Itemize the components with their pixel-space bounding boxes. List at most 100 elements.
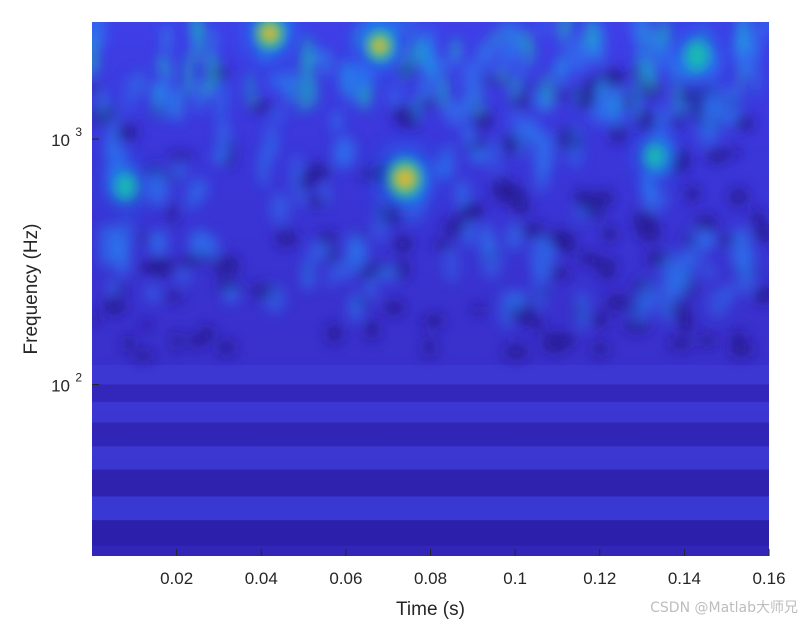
texture-hf-streak (463, 91, 474, 117)
texture-dark-spot (602, 225, 618, 244)
texture-dark-spot (753, 289, 769, 304)
texture-dark-spot (432, 239, 452, 251)
x-tick-label: 0.1 (503, 569, 527, 588)
hotspot-peak (393, 166, 418, 191)
texture-dark-spot (102, 296, 127, 316)
frequency-band (92, 469, 769, 497)
texture-light-wisp (269, 191, 291, 225)
texture-dark-spot (605, 293, 631, 312)
x-axis-ticks: 0.02 0.04 0.06 0.08 0.1 0.12 0.14 0.16 (160, 549, 786, 588)
texture-dark-spot (187, 334, 207, 348)
texture-dark-spot (731, 331, 745, 340)
texture-hf-streak (554, 55, 567, 86)
texture-hf-streak (754, 22, 761, 61)
texture-dark-spot (592, 310, 609, 329)
texture-hf-streak (151, 78, 164, 105)
texture-dark-spot (429, 312, 444, 330)
texture-light-wisp (522, 118, 541, 144)
texture-dark-spot (326, 323, 343, 344)
texture-light-wisp (570, 34, 589, 73)
texture-dark-spot (632, 210, 657, 231)
texture-dark-spot (471, 304, 486, 315)
hotspot (677, 32, 717, 78)
texture-dark-spot (132, 350, 155, 362)
texture-dark-spot (728, 187, 749, 207)
texture-hf-streak (477, 42, 488, 64)
texture-light-wisp (348, 292, 363, 322)
heatmap (92, 22, 769, 556)
texture-dark-spot (140, 320, 153, 330)
texture-dark-spot (248, 100, 273, 113)
texture-hf-streak (563, 28, 568, 67)
texture-light-wisp (106, 126, 118, 151)
texture-dark-spot (548, 267, 572, 280)
texture-light-wisp (372, 203, 388, 243)
frequency-band (92, 496, 769, 521)
hotspot-core (115, 173, 137, 201)
texture-hf-streak (168, 65, 173, 82)
texture-light-wisp (462, 219, 476, 248)
texture-light-wisp (641, 168, 655, 210)
texture-light-wisp (325, 265, 337, 290)
texture-hf-streak (662, 22, 668, 45)
texture-light-wisp (122, 73, 137, 113)
texture-light-wisp (149, 230, 168, 256)
texture-hf-streak (649, 59, 656, 95)
texture-light-wisp (696, 110, 716, 148)
texture-light-wisp (258, 147, 270, 188)
texture-dark-spot (391, 105, 419, 123)
x-tick-label: 0.08 (414, 569, 447, 588)
texture-light-wisp (652, 105, 671, 133)
texture-light-wisp (184, 186, 200, 212)
texture-light-wisp (533, 165, 550, 193)
texture-dark-spot (684, 185, 701, 203)
texture-hf-streak (738, 63, 744, 94)
texture-hf-streak (443, 56, 450, 74)
texture-hf-streak (401, 42, 408, 83)
texture-light-wisp (335, 136, 356, 168)
texture-hf-streak (408, 22, 415, 41)
texture-dark-spot (138, 233, 152, 243)
texture-hf-streak (510, 76, 517, 100)
texture-light-wisp (295, 189, 307, 207)
texture-dark-spot (678, 312, 694, 334)
texture-hf-streak (246, 71, 255, 107)
texture-hf-streak (411, 39, 423, 66)
hotspot (108, 166, 144, 207)
texture-hf-streak (597, 75, 609, 100)
texture-dark-spot (393, 234, 414, 254)
texture-light-wisp (438, 143, 457, 181)
texture-light-wisp (509, 98, 518, 145)
texture-light-wisp (511, 289, 526, 312)
texture-dark-spot (509, 187, 528, 196)
texture-dark-spot (114, 284, 128, 294)
texture-hf-streak (92, 35, 97, 79)
texture-hf-streak (611, 85, 624, 120)
texture-light-wisp (469, 145, 489, 165)
texture-hf-streak (476, 89, 483, 119)
texture-light-wisp (110, 103, 120, 135)
texture-light-wisp (703, 77, 723, 121)
texture-hf-streak (161, 23, 172, 53)
texture-hf-streak (652, 40, 663, 59)
texture-light-wisp (364, 273, 378, 302)
texture-light-wisp (659, 252, 684, 282)
texture-dark-spot (519, 224, 540, 238)
texture-dark-spot (423, 336, 436, 358)
texture-light-wisp (575, 290, 589, 331)
texture-light-wisp (516, 112, 526, 159)
texture-light-wisp (465, 128, 474, 150)
hotspot (247, 22, 292, 59)
texture-light-wisp (216, 118, 231, 164)
texture-dark-spot (212, 254, 241, 277)
texture-light-wisp (300, 258, 316, 291)
texture-dark-spot (609, 123, 628, 144)
texture-dark-spot (577, 251, 602, 266)
texture-light-wisp (453, 179, 471, 209)
y-tick-exponent: 3 (75, 125, 82, 139)
texture-dark-spot (454, 211, 483, 222)
texture-dark-spot (602, 68, 626, 85)
x-tick-label: 0.16 (752, 569, 785, 588)
texture-light-wisp (145, 169, 169, 207)
texture-light-wisp (499, 288, 513, 330)
